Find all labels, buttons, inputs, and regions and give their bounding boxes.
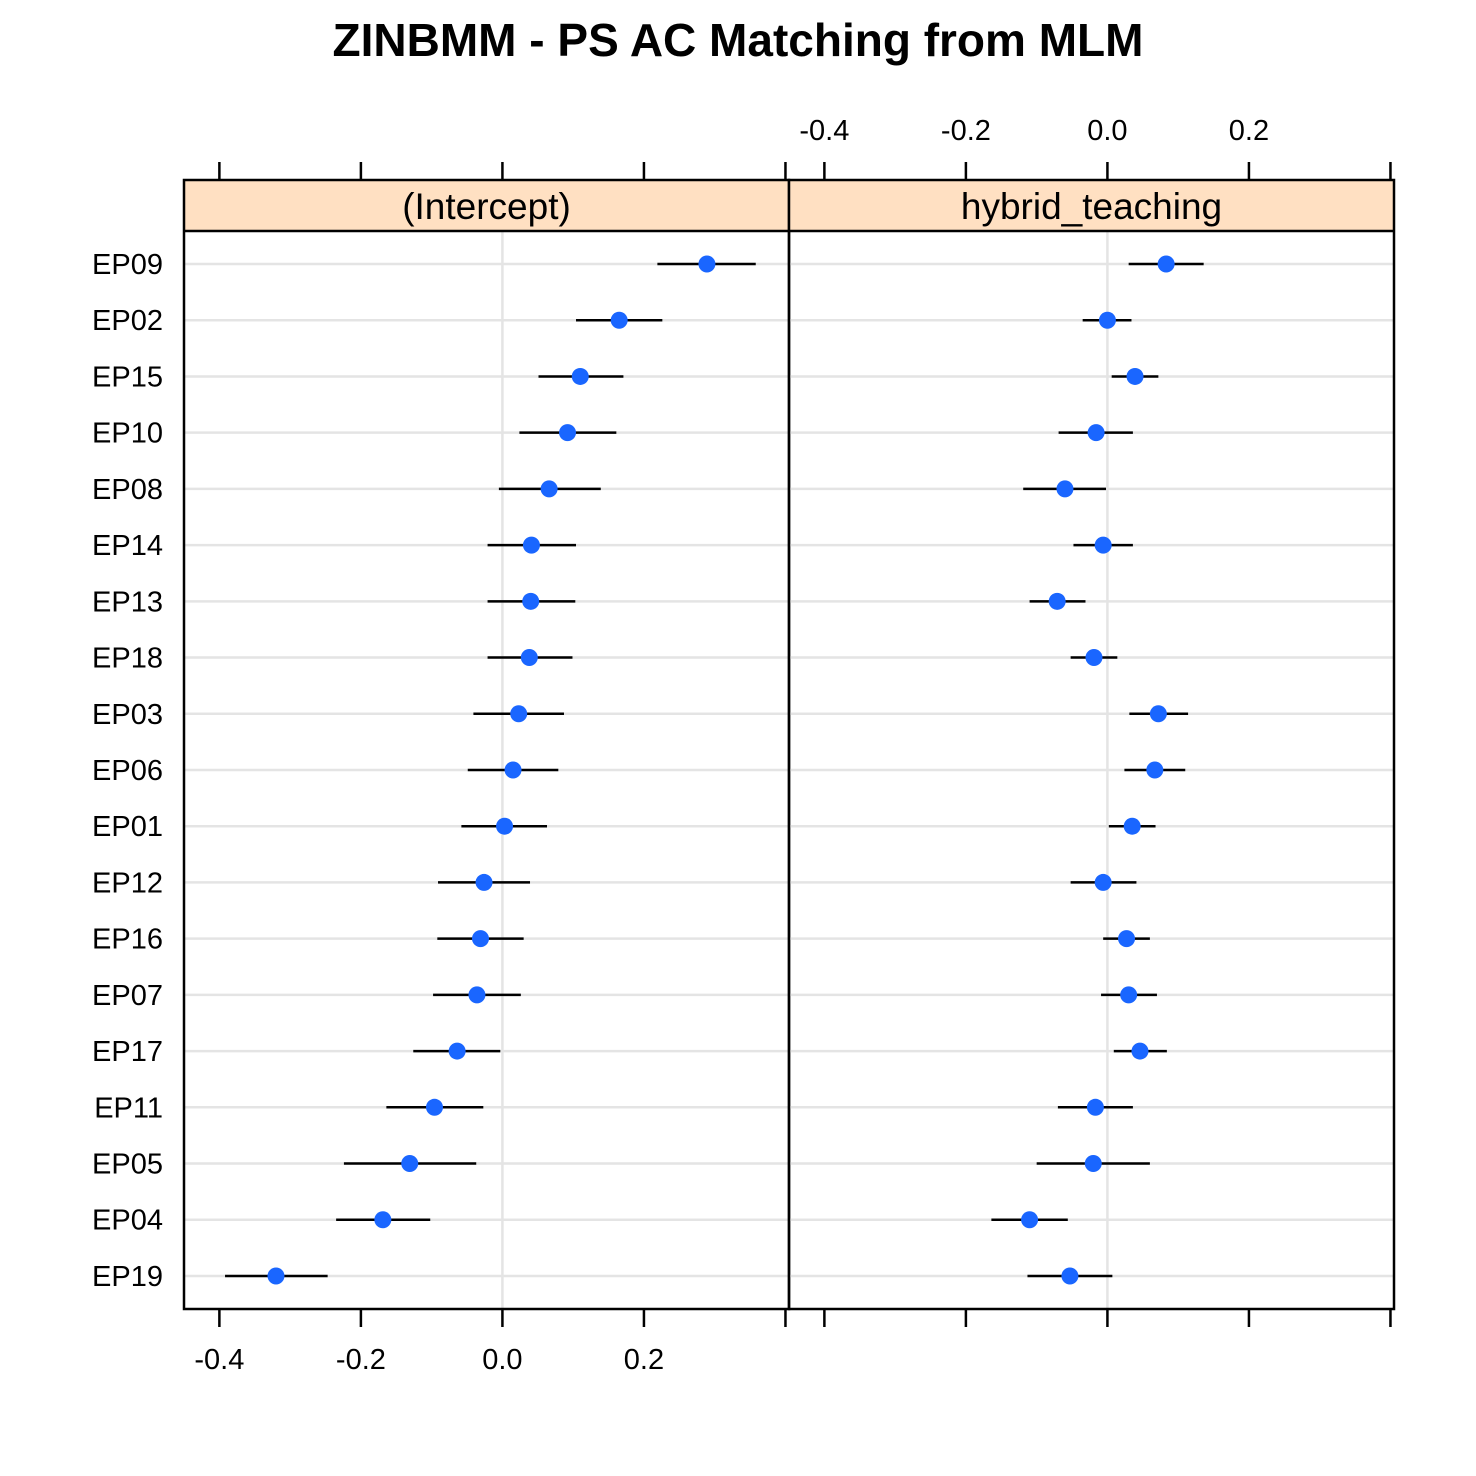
row-label: EP11	[94, 1092, 163, 1124]
data-point	[401, 1155, 419, 1173]
data-point	[540, 480, 558, 498]
panel-0: (Intercept) -0.4 -0.2 0.0 0.2	[182, 162, 791, 1376]
data-point	[425, 1098, 443, 1116]
data-point	[1084, 1155, 1102, 1173]
row-label: EP01	[92, 811, 163, 843]
x-tick-label: -0.4	[799, 115, 849, 147]
x-tick-label: 0.0	[482, 1344, 522, 1376]
row-label: EP02	[92, 305, 163, 337]
x-tick-label: -0.4	[194, 1344, 244, 1376]
row-label: EP16	[92, 924, 163, 956]
data-point	[1123, 817, 1141, 835]
data-point	[1149, 705, 1167, 723]
row-label: EP12	[92, 867, 163, 899]
data-point	[1061, 1267, 1079, 1285]
data-point	[374, 1211, 392, 1229]
data-point	[698, 255, 716, 273]
strip-background	[789, 180, 1394, 231]
x-tick-label: 0.0	[1087, 115, 1127, 147]
row-label: EP18	[92, 643, 163, 675]
row-label: EP14	[92, 530, 163, 562]
data-point	[1126, 367, 1144, 385]
panel-1: hybrid_teaching -0.4 -0.2 0.0 0.2	[787, 115, 1396, 1327]
data-point	[475, 873, 493, 891]
data-point	[1146, 761, 1164, 779]
x-tick-label: 0.2	[624, 1344, 664, 1376]
data-point	[1048, 592, 1066, 610]
chart-title: ZINBMM - PS AC Matching from MLM	[333, 14, 1144, 66]
data-point	[522, 592, 540, 610]
panel-border	[787, 178, 1396, 1311]
row-label: EP13	[92, 586, 163, 618]
data-point	[1157, 255, 1175, 273]
data-point	[520, 649, 538, 667]
data-point	[1131, 1042, 1149, 1060]
data-point	[1085, 649, 1103, 667]
panel-border	[182, 178, 791, 1311]
row-label: EP17	[92, 1036, 163, 1068]
data-point	[504, 761, 522, 779]
row-label: EP03	[92, 699, 163, 731]
x-tick-label: -0.2	[336, 1344, 386, 1376]
row-label: EP06	[92, 755, 163, 787]
row-label: EP19	[92, 1261, 163, 1293]
row-label: EP08	[92, 474, 163, 506]
data-point	[468, 986, 486, 1004]
data-point	[496, 817, 514, 835]
strip-label: (Intercept)	[402, 186, 571, 227]
data-point	[571, 367, 589, 385]
row-label: EP04	[92, 1205, 163, 1237]
data-point	[1021, 1211, 1039, 1229]
data-point	[1118, 930, 1136, 948]
data-point	[448, 1042, 466, 1060]
strip-label: hybrid_teaching	[961, 186, 1222, 227]
data-point	[1094, 873, 1112, 891]
x-tick-label: -0.2	[941, 115, 991, 147]
data-point	[510, 705, 528, 723]
data-point	[1086, 1098, 1104, 1116]
chart-body: EP09 EP02 EP15 EP10 EP08 EP14 EP13 EP18 EP03 EP06…	[92, 115, 1396, 1376]
data-point	[559, 424, 577, 442]
data-point	[1098, 311, 1116, 329]
data-point	[522, 536, 540, 554]
strip-background	[184, 180, 789, 231]
x-tick-label: 0.2	[1229, 115, 1269, 147]
data-point	[267, 1267, 285, 1285]
row-label: EP10	[92, 418, 163, 450]
row-label: EP15	[92, 361, 163, 393]
data-point	[610, 311, 628, 329]
data-point	[1087, 424, 1105, 442]
row-label: EP09	[92, 249, 163, 281]
data-point	[1120, 986, 1138, 1004]
row-label: EP07	[92, 980, 163, 1012]
data-point	[471, 930, 489, 948]
data-point	[1094, 536, 1112, 554]
data-point	[1056, 480, 1074, 498]
row-label: EP05	[92, 1149, 163, 1181]
